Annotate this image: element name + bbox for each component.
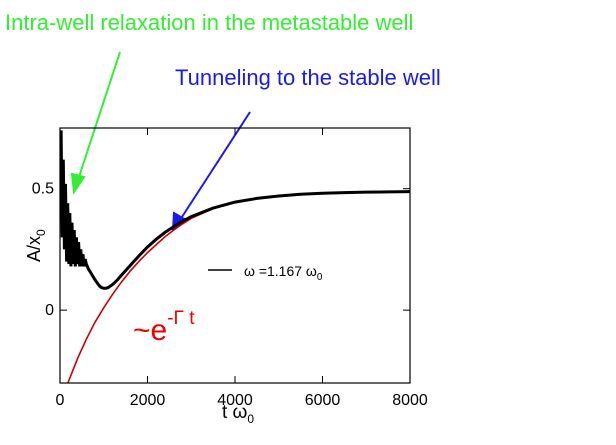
series-line-black — [67, 190, 410, 383]
y-axis-ticks: 00.5 — [32, 181, 410, 319]
legend-label-subscript: 0 — [317, 272, 323, 283]
legend: ω =1.167 ω0 — [208, 263, 323, 283]
series-line-red — [60, 130, 410, 290]
x-tick-label: 6000 — [305, 392, 341, 409]
exponential-base: ~e — [133, 314, 167, 347]
y-axis-label: A/x0 — [24, 229, 48, 262]
x-tick-label: 2000 — [130, 392, 166, 409]
blue-arrow — [171, 111, 251, 233]
plot-frame — [59, 127, 411, 384]
y-tick-label: 0 — [45, 302, 54, 319]
green-annotation: Intra-well relaxation in the metastable … — [5, 10, 413, 35]
x-axis-label-subscript: 0 — [247, 412, 254, 426]
x-tick-label: 4000 — [217, 392, 253, 409]
y-axis-label-main: A/x — [24, 236, 44, 262]
exponential-exponent: -Γ t — [167, 308, 195, 329]
x-tick-label: 0 — [56, 392, 65, 409]
green-arrow — [70, 51, 121, 195]
x-axis-label-main: t ω — [222, 402, 248, 423]
legend-label: ω =1.167 ω0 — [244, 263, 323, 283]
x-axis-label: t ω0 — [222, 402, 254, 426]
legend-label-main: ω =1.167 ω — [244, 263, 317, 279]
blue-annotation: Tunneling to the stable well — [175, 65, 441, 90]
x-axis-ticks: 0 2000 4000 6000 8000 — [56, 128, 428, 409]
y-axis-label-subscript: 0 — [34, 229, 48, 236]
y-tick-label: 0.5 — [32, 181, 54, 198]
exponential-label: ~e-Γ t — [133, 308, 195, 347]
x-tick-label: 8000 — [392, 392, 428, 409]
